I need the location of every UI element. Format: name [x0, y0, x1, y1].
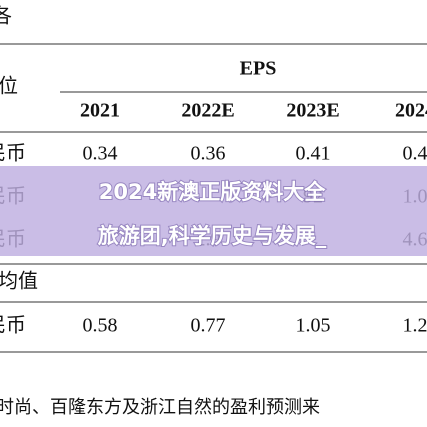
cell: 0.58 [83, 315, 118, 337]
cell: 0.34 [83, 143, 118, 165]
banner-band [0, 166, 427, 256]
banner-line: 2024新澳正版资料大全 [99, 180, 326, 204]
group-header: EPS [240, 58, 277, 80]
year-header: 2023E [286, 100, 339, 122]
cell: 0.41 [296, 143, 331, 165]
corner-top: 各 [0, 5, 12, 28]
cell: 1.2 [403, 315, 427, 337]
year-header: 2021 [80, 100, 120, 122]
cell: 1.05 [296, 315, 331, 337]
year-header: 2024 [395, 100, 427, 122]
corner: 位 [0, 75, 18, 98]
footer: 于时尚、百隆东方及浙江自然的盈利预测来 [0, 397, 320, 417]
cell: 0.77 [191, 315, 226, 337]
year-header: 2022E [181, 100, 234, 122]
banner-line: 旅游团,科学历史与发展_ [98, 224, 327, 248]
cell: 0.36 [191, 143, 226, 165]
section-label: 均值 [0, 270, 38, 293]
banner: 2024新澳正版资料大全 旅游团,科学历史与发展_ [0, 166, 427, 256]
cell: 0.4 [403, 143, 427, 165]
row-label: 民币 [0, 314, 26, 337]
row-label: 民币 [0, 142, 26, 165]
